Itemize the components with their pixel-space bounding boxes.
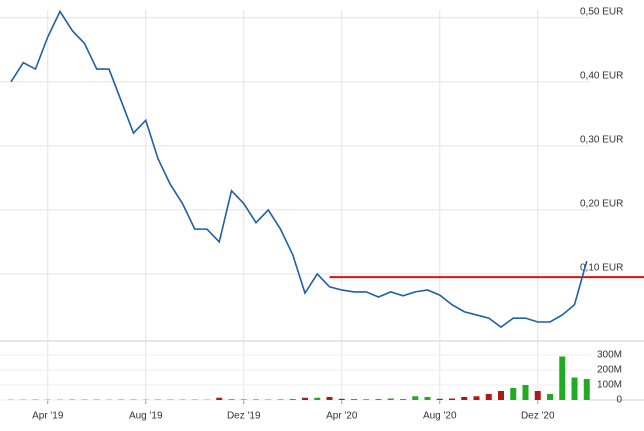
volume-bar [228,399,235,400]
volume-bar [314,397,321,400]
y-tick-label: 0,10 EUR [580,263,623,274]
volume-tick-label: 0 [616,395,622,406]
y-tick-label: 0,50 EUR [580,6,623,17]
volume-bar [571,377,578,400]
volume-bar [449,398,455,400]
volume-bar [326,397,333,400]
volume-bar [547,394,553,400]
x-tick-label: Dez '19 [227,411,261,422]
volume-bar [387,398,394,400]
x-tick-label: Dez '20 [521,411,555,422]
y-tick-label: 0,40 EUR [580,70,623,81]
volume-tick-label: 300M [597,350,622,361]
x-tick-label: Apr '19 [32,411,64,422]
y-tick-label: 0,20 EUR [580,199,623,210]
volume-bar [289,399,296,400]
volume-bar [534,391,541,400]
volume-bar [510,388,517,400]
volume-bar [522,385,529,400]
volume-tick-label: 200M [597,365,622,376]
volume-bar [473,396,480,400]
volume-tick-label: 100M [597,380,622,391]
volume-bar [436,398,443,400]
volume-bar [302,397,308,400]
volume-bar [351,399,357,400]
volume-bar [412,396,419,400]
volume-bar [559,356,566,400]
volume-bar [338,398,345,400]
y-tick-label: 0,30 EUR [580,135,623,146]
volume-bar [216,397,223,400]
volume-bar [461,397,468,400]
volume-bar [485,394,492,400]
volume-bar [583,379,590,400]
volume-bar [424,397,431,400]
price-line [10,9,588,329]
volume-bar [363,399,370,400]
x-tick-label: Apr '20 [326,411,358,422]
volume-bar [375,399,382,400]
x-tick-label: Aug '20 [423,411,457,422]
x-tick-label: Aug '19 [129,411,163,422]
volume-bar [400,399,406,400]
volume-bar [498,391,504,400]
